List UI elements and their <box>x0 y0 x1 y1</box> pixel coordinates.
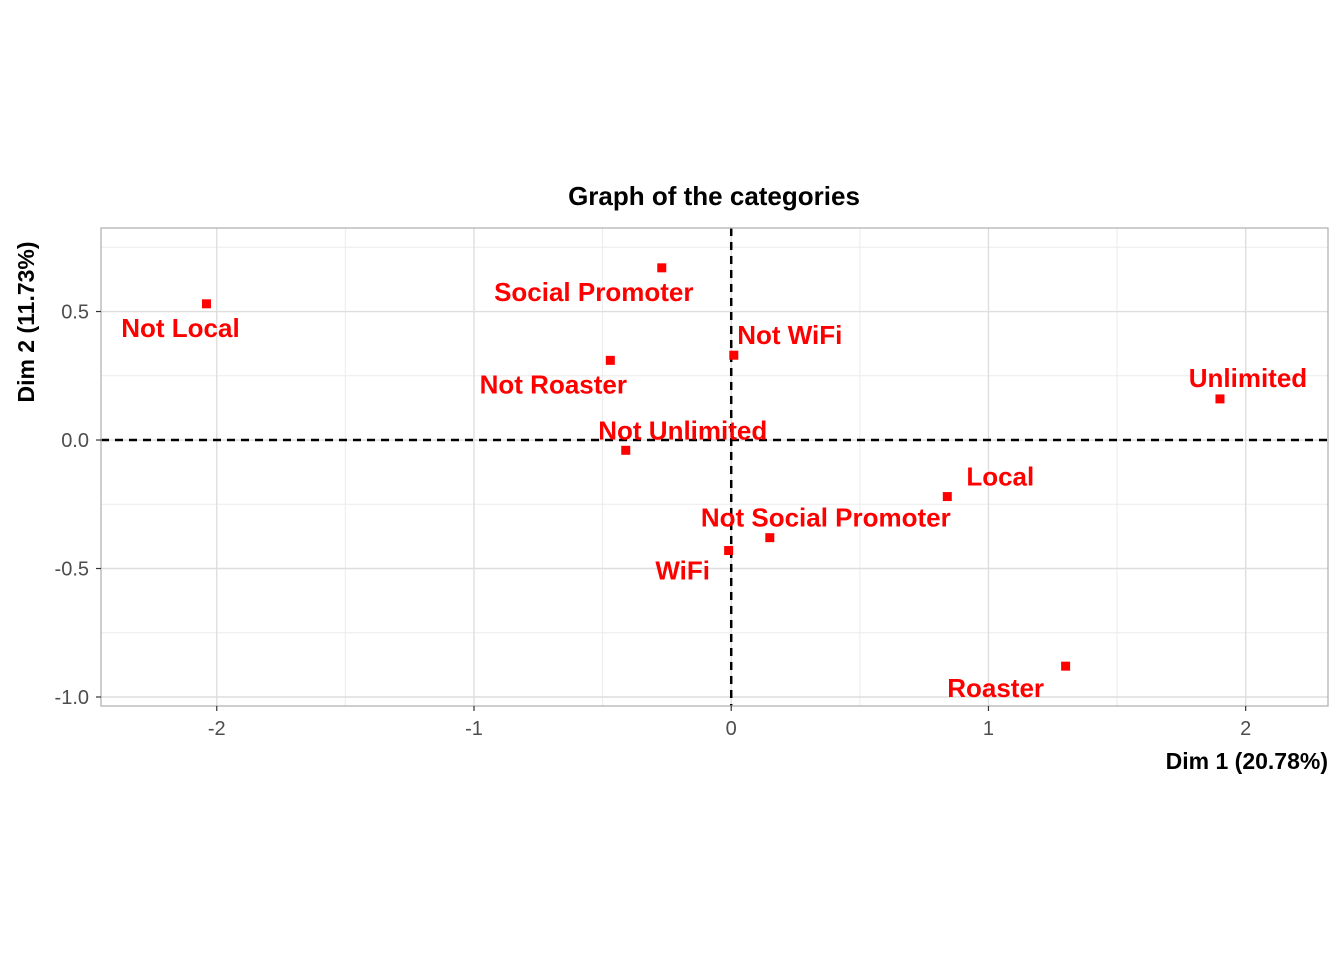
x-tick-label: -1 <box>465 718 483 740</box>
x-tick-label: -2 <box>208 718 226 740</box>
data-point-label: Social Promoter <box>494 277 693 307</box>
data-point-label: Local <box>966 462 1034 492</box>
y-tick-label: -1.0 <box>55 687 89 709</box>
x-tick-label: 2 <box>1240 718 1251 740</box>
x-tick-label: 0 <box>726 718 737 740</box>
data-point-label: WiFi <box>655 556 710 586</box>
data-point <box>729 350 739 360</box>
reference-lines <box>101 228 1328 706</box>
data-point <box>942 492 952 502</box>
chart-title: Graph of the categories <box>568 181 860 211</box>
data-point <box>605 355 615 365</box>
y-axis-title: Dim 2 (11.73%) <box>13 241 39 402</box>
data-point-label: Unlimited <box>1189 363 1307 393</box>
data-point <box>201 299 211 309</box>
data-point <box>1061 661 1071 671</box>
data-points <box>201 263 1225 671</box>
y-tick-label: 0.5 <box>61 302 89 324</box>
data-point-labels: Not Local Social Promoter Not Roaster Not W… <box>121 277 1307 703</box>
x-tick-label: 1 <box>983 718 994 740</box>
data-point <box>724 546 734 556</box>
data-point-label: Not Local <box>121 313 239 343</box>
plot-panel-border <box>100 227 1329 707</box>
data-point-label: Not Unlimited <box>598 415 767 445</box>
x-axis-ticks: -2 -1 0 1 2 <box>208 706 1251 740</box>
data-point-label: Roaster <box>947 673 1044 703</box>
y-tick-label: 0.0 <box>61 430 89 452</box>
data-point <box>657 263 667 273</box>
major-gridlines <box>101 228 1328 706</box>
y-tick-label: -0.5 <box>55 559 89 581</box>
x-axis-title: Dim 1 (20.78%) <box>1166 748 1328 774</box>
data-point-label: Not Roaster <box>480 369 627 399</box>
data-point <box>621 445 631 455</box>
data-point-label: Not Social Promoter <box>701 503 951 533</box>
minor-gridlines <box>101 228 1328 706</box>
data-point <box>765 533 775 543</box>
data-point-label: Not WiFi <box>737 320 842 350</box>
data-point <box>1215 394 1225 404</box>
y-axis-ticks: -1.0 -0.5 0.0 0.5 <box>55 302 101 709</box>
